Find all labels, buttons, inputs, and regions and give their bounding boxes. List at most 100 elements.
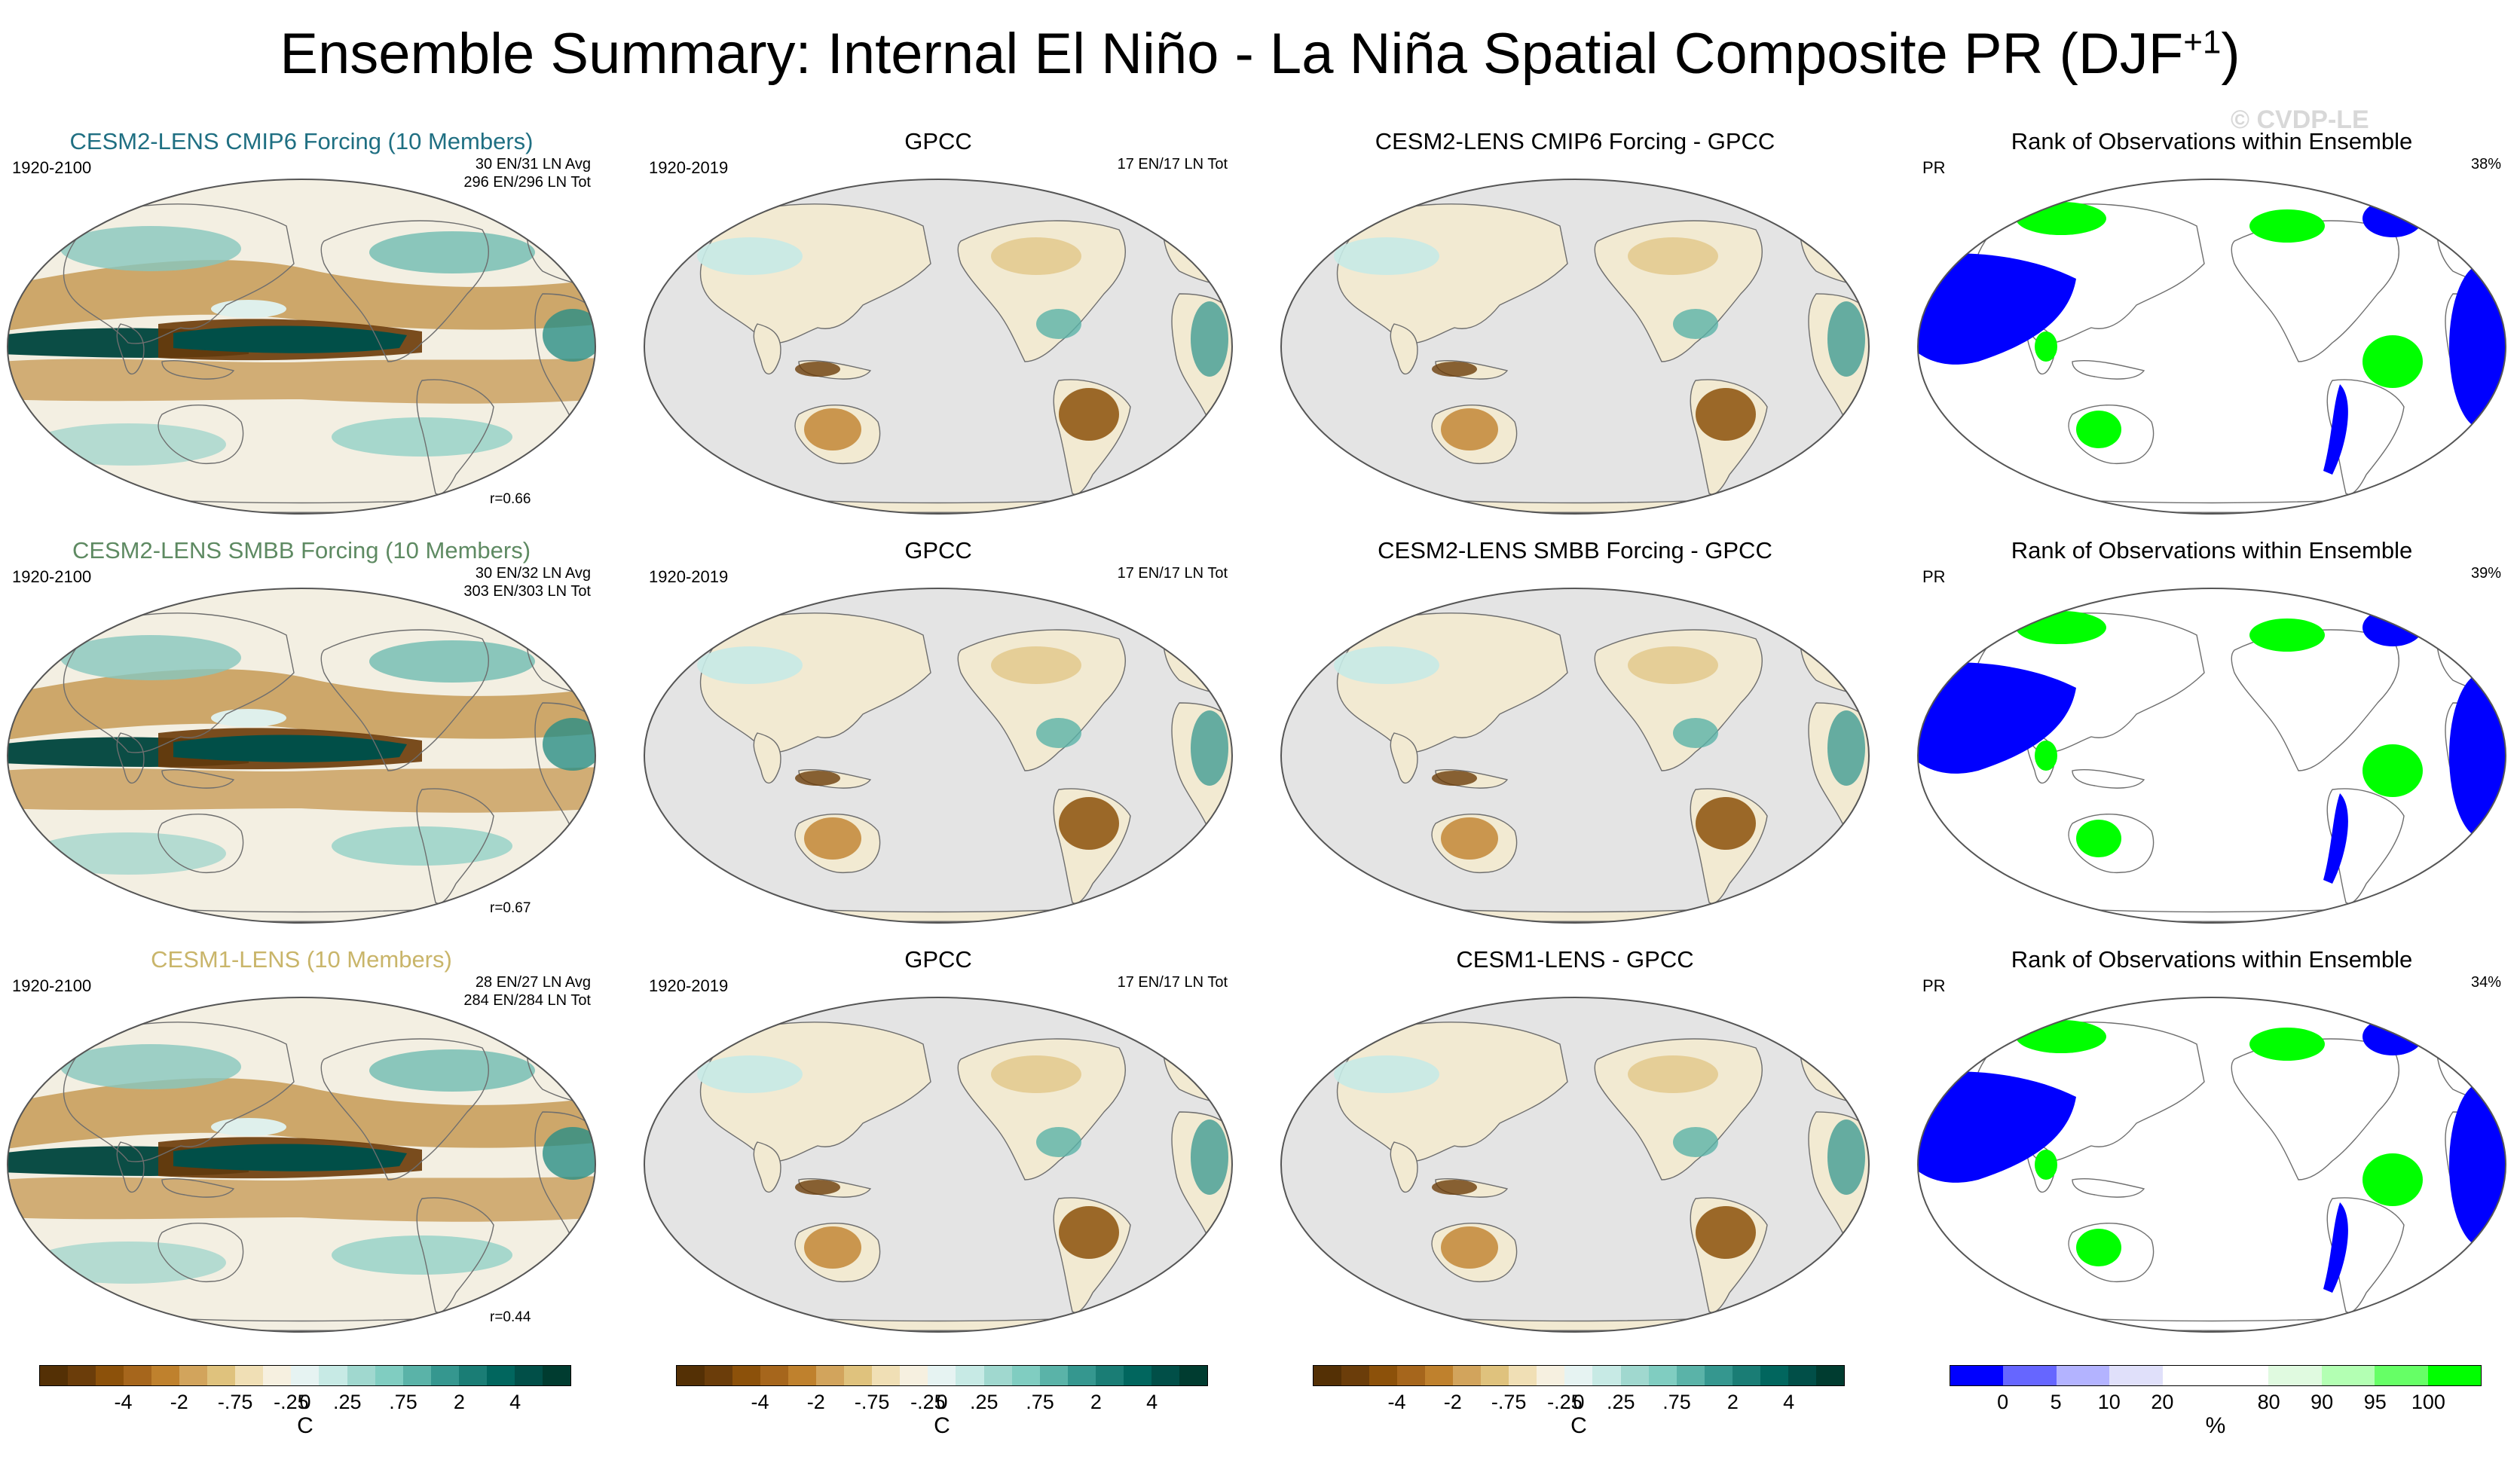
rank-percentage: 39% xyxy=(2470,565,2501,582)
diff-panel-row3: CESM1-LENS - GPCC xyxy=(1274,946,1876,1338)
colorbar-swatch xyxy=(458,1366,487,1385)
rank-map xyxy=(1916,588,2507,924)
colorbar-swatch xyxy=(1732,1366,1760,1385)
colorbar-swatch xyxy=(1397,1366,1426,1385)
pattern-correlation: r=0.66 xyxy=(490,491,531,507)
colorbar-swatch xyxy=(347,1366,375,1385)
colorbar-swatch xyxy=(151,1366,180,1385)
colorbar-tick-label: 4 xyxy=(1146,1391,1158,1413)
colorbar-swatch xyxy=(1314,1366,1342,1385)
colorbar-unit: C xyxy=(1570,1413,1587,1438)
variable-label: PR xyxy=(1922,158,1946,177)
diff-panel-row2: CESM2-LENS SMBB Forcing - GPCC xyxy=(1274,537,1876,929)
colorbar-swatch xyxy=(816,1366,845,1385)
colorbar-tick-label: 0 xyxy=(936,1391,948,1413)
colorbar-tick-label: -2 xyxy=(170,1391,188,1413)
colorbar-tick-label: 0 xyxy=(1573,1391,1585,1413)
colorbar-tick-label: -.25 xyxy=(1547,1391,1583,1413)
event-count-avg: 28 EN/27 LN Avg xyxy=(475,974,591,991)
colorbar-tick-label: .75 xyxy=(1026,1391,1054,1413)
colorbar-swatches xyxy=(1950,1365,2482,1386)
years-label: 1920-2100 xyxy=(12,567,92,586)
rank-map xyxy=(1916,179,2507,515)
colorbar-swatch xyxy=(1039,1366,1068,1385)
colorbar-swatch xyxy=(900,1366,928,1385)
colorbar-swatch xyxy=(402,1366,431,1385)
colorbar-tick-label: .75 xyxy=(389,1391,417,1413)
colorbar-ticks: -4 -2 -.75 -.25 0 .25 .75 2 4 xyxy=(39,1386,571,1413)
diff-panel-row1: CESM2-LENS CMIP6 Forcing - GPCC xyxy=(1274,128,1876,520)
colorbar-swatch xyxy=(1123,1366,1151,1385)
colorbar-tick-label: 2 xyxy=(1090,1391,1102,1413)
colorbar-tick-label: -4 xyxy=(751,1391,769,1413)
colorbar-swatch xyxy=(1620,1366,1649,1385)
colorbar-swatch xyxy=(235,1366,264,1385)
years-label: 1920-2019 xyxy=(649,567,729,586)
colorbar-swatch xyxy=(1509,1366,1537,1385)
colorbar-swatch xyxy=(1704,1366,1732,1385)
colorbar-swatches xyxy=(1313,1365,1845,1386)
colorbar-swatch xyxy=(1369,1366,1398,1385)
colorbar-swatch xyxy=(677,1366,705,1385)
colorbar-tick-label: 20 xyxy=(2151,1391,2174,1413)
model-map xyxy=(6,179,597,515)
event-count: 28 EN/27 LN Avg 284 EN/284 LN Tot xyxy=(463,973,591,1009)
colorbar-swatch xyxy=(1592,1366,1621,1385)
colorbar-tick-label: -.25 xyxy=(910,1391,946,1413)
colorbar-tick-label: .25 xyxy=(1606,1391,1635,1413)
colorbar-tick-label: 80 xyxy=(2257,1391,2280,1413)
colorbar-tick-label: -4 xyxy=(1387,1391,1406,1413)
event-count: 30 EN/31 LN Avg 296 EN/296 LN Tot xyxy=(463,155,591,191)
event-count-avg: 30 EN/32 LN Avg xyxy=(475,565,591,582)
colorbar-swatch xyxy=(2162,1366,2216,1385)
colorbar-swatch xyxy=(2321,1366,2375,1385)
diff-panel-title: CESM1-LENS - GPCC xyxy=(1456,946,1694,973)
diff-panel-title: CESM2-LENS SMBB Forcing - GPCC xyxy=(1378,537,1772,564)
colorbar-tick-label: -2 xyxy=(806,1391,825,1413)
model-panel-row3: CESM1-LENS (10 Members) 1920-2100 28 EN/27… xyxy=(0,946,603,1338)
colorbar-tick-label: 5 xyxy=(2050,1391,2062,1413)
pattern-correlation: r=0.44 xyxy=(490,1309,531,1325)
rank-map xyxy=(1916,997,2507,1333)
event-count: 30 EN/32 LN Avg 303 EN/303 LN Tot xyxy=(463,564,591,600)
event-count: 17 EN/17 LN Tot xyxy=(1117,974,1228,991)
colorbar-swatch xyxy=(1453,1366,1482,1385)
colorbar-tick-label: 100 xyxy=(2411,1391,2445,1413)
colorbar-tick-label: -.75 xyxy=(854,1391,890,1413)
colorbar-swatch xyxy=(1676,1366,1705,1385)
colorbar-tick-label: 2 xyxy=(1726,1391,1739,1413)
rank-percentage: 38% xyxy=(2470,156,2501,173)
rank-panel-row3: Rank of Observations within Ensemble PR 34… xyxy=(1910,946,2513,1338)
model-panel-row2: CESM2-LENS SMBB Forcing (10 Members) 1920… xyxy=(0,537,603,929)
colorbar-swatch xyxy=(705,1366,733,1385)
colorbar-swatch xyxy=(2056,1366,2110,1385)
obs-panel-title: GPCC xyxy=(904,946,972,973)
colorbar-swatch xyxy=(124,1366,152,1385)
model-panel-title: CESM2-LENS SMBB Forcing (10 Members) xyxy=(72,537,531,564)
colorbar-swatch xyxy=(1481,1366,1509,1385)
colorbar-swatch xyxy=(1425,1366,1454,1385)
colorbar-swatch xyxy=(788,1366,817,1385)
colorbar-swatch xyxy=(430,1366,459,1385)
colorbar-swatch xyxy=(732,1366,761,1385)
colorbar-swatch xyxy=(179,1366,208,1385)
obs-map xyxy=(643,588,1234,924)
colorbar-swatch xyxy=(1179,1366,1207,1385)
colorbar-swatch xyxy=(1564,1366,1593,1385)
colorbar-swatch xyxy=(956,1366,984,1385)
colorbar-swatch xyxy=(844,1366,873,1385)
colorbar-unit: C xyxy=(934,1413,950,1438)
event-count: 17 EN/17 LN Tot xyxy=(1117,156,1228,173)
years-label: 1920-2019 xyxy=(649,158,729,177)
colorbar-swatch xyxy=(1011,1366,1040,1385)
event-count-tot: 284 EN/284 LN Tot xyxy=(463,992,591,1009)
model-panel-row1: CESM2-LENS CMIP6 Forcing (10 Members) 192… xyxy=(0,128,603,520)
obs-panel-row3: GPCC 1920-2019 17 EN/17 LN Tot xyxy=(637,946,1240,1338)
obs-map xyxy=(643,997,1234,1333)
colorbar-swatch xyxy=(1537,1366,1565,1385)
years-label: 1920-2100 xyxy=(12,976,92,995)
obs-panel-row1: GPCC 1920-2019 17 EN/17 LN Tot xyxy=(637,128,1240,520)
colorbar-swatch xyxy=(1815,1366,1844,1385)
years-label: 1920-2019 xyxy=(649,976,729,995)
colorbar-ticks: -4 -2 -.75 -.25 0 .25 .75 2 4 xyxy=(676,1386,1208,1413)
